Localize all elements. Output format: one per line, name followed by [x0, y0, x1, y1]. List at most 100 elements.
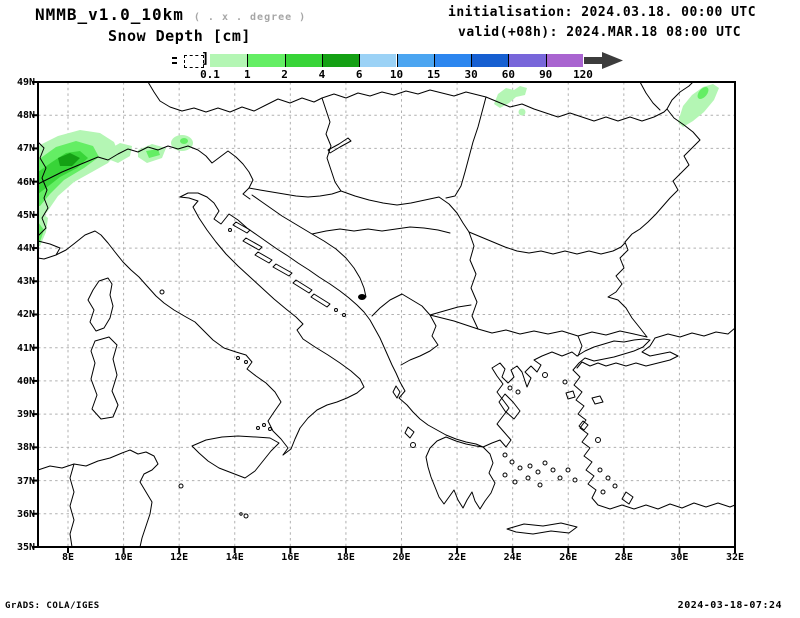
colorbar-below-min-box: [184, 55, 204, 68]
colorbar-divider: [545, 54, 547, 67]
island-dot: [550, 467, 556, 473]
island-dot: [268, 427, 272, 431]
island-dot: [537, 482, 543, 488]
x-tick-label: 28E: [614, 552, 633, 563]
island-dot: [342, 313, 346, 317]
colorbar-segment: [508, 54, 546, 67]
colorbar-divider: [284, 54, 286, 67]
island-dot: [512, 479, 518, 485]
y-tick-label: 38N: [16, 442, 35, 454]
colorbar-segment: [321, 54, 360, 67]
colorbar-segment: [433, 54, 472, 67]
island-dot: [517, 465, 523, 471]
colorbar-divider: [396, 54, 398, 67]
colorbar-segment: [210, 54, 248, 67]
island-dot: [262, 423, 266, 427]
x-tick-label: 22E: [448, 552, 467, 563]
island-dot: [600, 489, 606, 495]
island-dot: [612, 483, 618, 489]
field-title: Snow Depth [cm]: [108, 27, 251, 45]
island-dot: [228, 228, 232, 232]
x-tick-label: 12E: [170, 552, 189, 563]
y-tick-label: 39N: [16, 409, 35, 421]
colorbar-tick-label: 120: [573, 68, 593, 81]
colorbar-divider: [247, 54, 249, 67]
axis-ticks: [32, 81, 736, 553]
lake-skadar: [358, 294, 366, 300]
island-dot: [535, 469, 541, 475]
colorbar-belowmin-dash: [172, 62, 177, 64]
x-tick-label: 8E: [61, 552, 75, 563]
colorbar-segment: [396, 54, 434, 67]
island-dot: [565, 467, 571, 473]
y-tick-label: 35N: [16, 541, 35, 553]
island-dot: [256, 426, 260, 430]
coastlines-and-borders: [37, 81, 736, 548]
colorbar-divider: [508, 54, 510, 67]
island-dot: [243, 513, 249, 519]
colorbar-tick-label: 1: [243, 68, 251, 81]
island-dot: [178, 483, 184, 489]
x-tick-label: 32E: [725, 552, 745, 563]
island-dot: [525, 475, 531, 481]
island-dot: [502, 472, 508, 478]
title-line: NMMB_v1.0_10km ( . x . degree ): [35, 5, 306, 24]
grid-resolution-note: ( . x . degree ): [193, 12, 307, 23]
x-tick-label: 10E: [114, 552, 133, 563]
x-tick-label: 26E: [559, 552, 578, 563]
island-dot: [542, 460, 548, 466]
colorbar-segment: [359, 54, 397, 67]
colorbar-tick-label: 30: [464, 68, 478, 81]
grads-credit: GrADS: COLA/IGES: [5, 601, 100, 611]
colorbar-belowmin-dash: [172, 57, 177, 59]
island-dot: [502, 452, 508, 458]
y-tick-label: 43N: [16, 276, 35, 288]
model-title: NMMB_v1.0_10km: [35, 5, 184, 24]
y-tick-label: 44N: [16, 243, 35, 255]
y-tick-label: 48N: [16, 110, 35, 122]
colorbar-tick-label: 0.1: [200, 68, 220, 81]
colorbar-tick-label: 10: [389, 68, 404, 81]
colorbar-segment: [545, 54, 583, 67]
x-tick-label: 14E: [225, 552, 244, 563]
colorbar-bracket: ]: [201, 51, 210, 67]
y-tick-label: 45N: [16, 209, 35, 221]
colorbar-divider: [433, 54, 435, 67]
island-dot: [597, 467, 603, 473]
island-dot: [334, 308, 338, 312]
colorbar-segment: [247, 54, 285, 67]
island-dot: [410, 442, 416, 448]
island-dot: [542, 372, 548, 378]
colorbar-tick-label: 6: [355, 68, 363, 81]
y-tick-label: 42N: [16, 309, 35, 321]
colorbar-tick-label: 15: [427, 68, 441, 81]
y-tick-label: 47N: [16, 143, 35, 155]
island-dot: [509, 459, 515, 465]
colorbar-tick-label: 4: [318, 68, 326, 81]
initialisation-time: initialisation: 2024.03.18. 00:00 UTC: [448, 5, 757, 20]
island-dot: [562, 379, 568, 385]
island-dot: [159, 289, 165, 295]
colorbar-divider: [359, 54, 361, 67]
island-dot: [507, 385, 513, 391]
x-tick-label: 24E: [503, 552, 522, 563]
island-dot: [572, 477, 578, 483]
colorbar-tick-label: 90: [539, 68, 553, 81]
y-tick-label: 37N: [16, 475, 35, 487]
island-dot: [239, 512, 243, 516]
island-dot: [515, 389, 521, 395]
y-tick-label: 40N: [16, 375, 35, 387]
y-tick-label: 41N: [16, 342, 35, 354]
colorbar-divider: [471, 54, 473, 67]
island-dot: [557, 475, 563, 481]
creation-timestamp: 2024-03-18-07:24: [677, 600, 782, 611]
y-tick-label: 49N: [16, 77, 35, 88]
island-dot: [605, 475, 611, 481]
island-dot: [236, 356, 240, 360]
valid-time: valid(+08h): 2024.MAR.18 08:00 UTC: [458, 25, 742, 40]
island-dot: [527, 463, 533, 469]
x-tick-label: 18E: [336, 552, 355, 563]
